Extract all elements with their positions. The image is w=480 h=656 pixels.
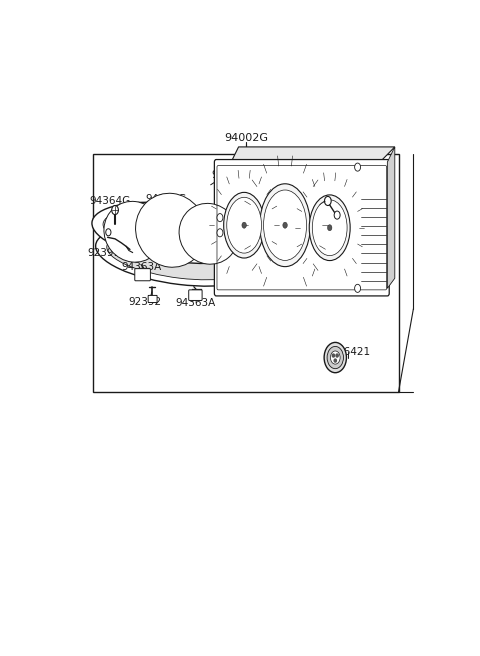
Ellipse shape [103, 209, 252, 257]
Circle shape [324, 342, 347, 373]
FancyBboxPatch shape [189, 290, 202, 300]
Text: 94369D: 94369D [313, 191, 354, 201]
FancyBboxPatch shape [148, 295, 157, 302]
Ellipse shape [309, 195, 350, 260]
Circle shape [283, 222, 288, 228]
Circle shape [327, 225, 332, 231]
Circle shape [324, 196, 331, 205]
Ellipse shape [135, 194, 206, 267]
Circle shape [336, 354, 338, 357]
Text: 1249GF: 1249GF [336, 210, 376, 220]
Circle shape [217, 229, 223, 237]
Circle shape [355, 163, 360, 171]
Ellipse shape [104, 201, 163, 262]
Circle shape [334, 211, 340, 219]
Ellipse shape [264, 190, 307, 260]
Circle shape [332, 354, 335, 357]
Bar [94, 155, 398, 392]
Ellipse shape [107, 231, 255, 280]
Polygon shape [231, 147, 395, 162]
Ellipse shape [92, 202, 263, 264]
FancyBboxPatch shape [135, 269, 150, 281]
Circle shape [112, 205, 119, 215]
Circle shape [334, 359, 336, 362]
Circle shape [330, 351, 340, 364]
Ellipse shape [224, 192, 264, 258]
Text: 92392: 92392 [128, 297, 161, 308]
Circle shape [247, 227, 252, 234]
Circle shape [106, 229, 111, 236]
FancyBboxPatch shape [215, 159, 389, 296]
Text: 94363A: 94363A [121, 262, 161, 272]
Text: 94002G: 94002G [224, 133, 268, 143]
Ellipse shape [227, 197, 262, 253]
Text: 96421: 96421 [337, 348, 371, 358]
Ellipse shape [179, 203, 239, 264]
Ellipse shape [96, 225, 266, 286]
Polygon shape [387, 147, 395, 289]
Circle shape [217, 214, 223, 222]
Circle shape [355, 284, 360, 293]
Text: 94363A: 94363A [176, 298, 216, 308]
Circle shape [327, 346, 344, 369]
Text: 94117G: 94117G [145, 194, 187, 204]
Text: 94360B: 94360B [211, 170, 251, 180]
Ellipse shape [312, 200, 347, 256]
Text: 92391: 92391 [87, 249, 120, 258]
Ellipse shape [260, 184, 311, 266]
Circle shape [242, 222, 246, 228]
Text: 94364G: 94364G [90, 196, 131, 206]
